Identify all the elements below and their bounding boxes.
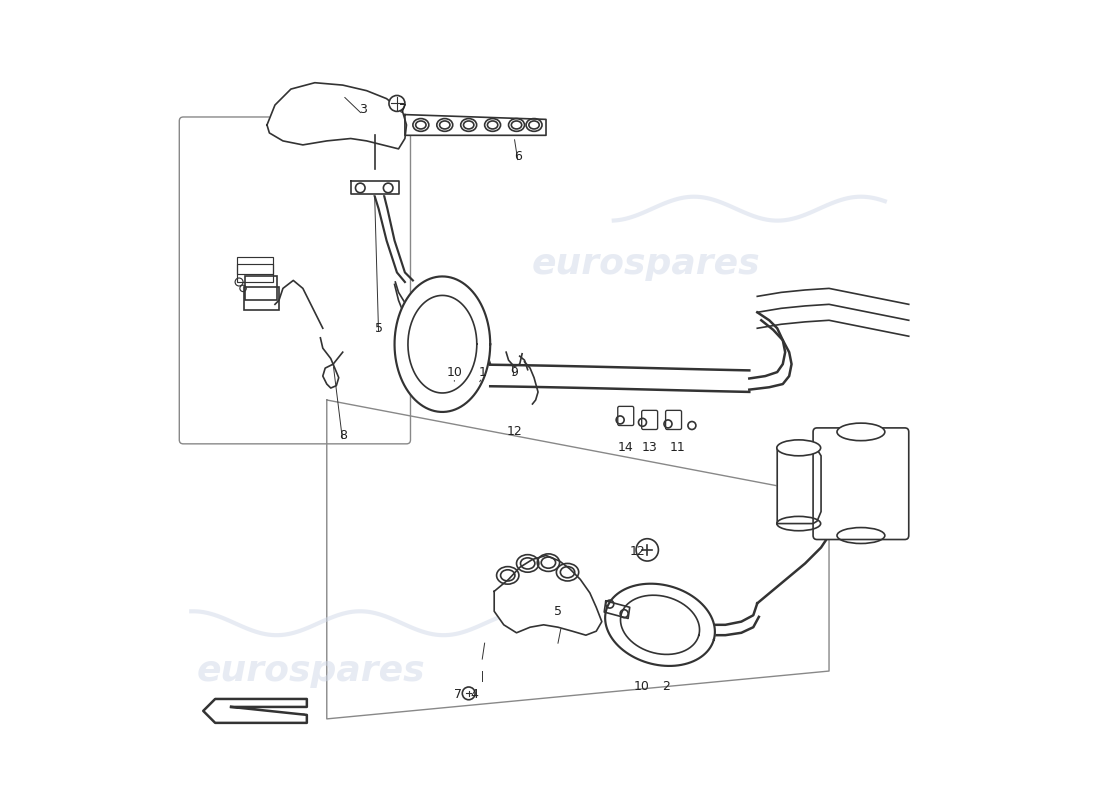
Text: 7: 7 [398,102,407,115]
Text: eurospares: eurospares [197,654,425,688]
Text: 5: 5 [554,605,562,618]
Ellipse shape [777,440,821,456]
Text: 10: 10 [447,366,462,378]
Polygon shape [204,699,307,723]
Polygon shape [605,584,715,666]
Polygon shape [604,601,629,618]
Polygon shape [351,181,398,194]
Text: 14: 14 [618,442,634,454]
Text: 12: 12 [630,545,646,558]
Text: 10: 10 [634,681,650,694]
Text: 9: 9 [510,366,518,378]
Text: 4: 4 [471,689,478,702]
Text: 5: 5 [375,322,383,334]
Text: 12: 12 [506,426,522,438]
Polygon shape [405,114,546,135]
Text: 2: 2 [662,681,670,694]
Polygon shape [778,448,821,523]
FancyArrowPatch shape [233,710,304,721]
Text: 6: 6 [514,150,522,163]
Text: 8: 8 [339,430,346,442]
Text: 3: 3 [359,102,366,115]
Polygon shape [395,277,491,412]
Polygon shape [267,82,407,149]
Ellipse shape [837,423,884,441]
Text: 1: 1 [478,366,486,378]
Text: 7: 7 [454,689,462,702]
Text: 13: 13 [641,442,658,454]
Polygon shape [494,555,602,635]
Circle shape [389,95,405,111]
FancyBboxPatch shape [813,428,909,539]
Text: 11: 11 [670,442,685,454]
Circle shape [462,687,475,700]
Text: eurospares: eurospares [531,247,760,282]
